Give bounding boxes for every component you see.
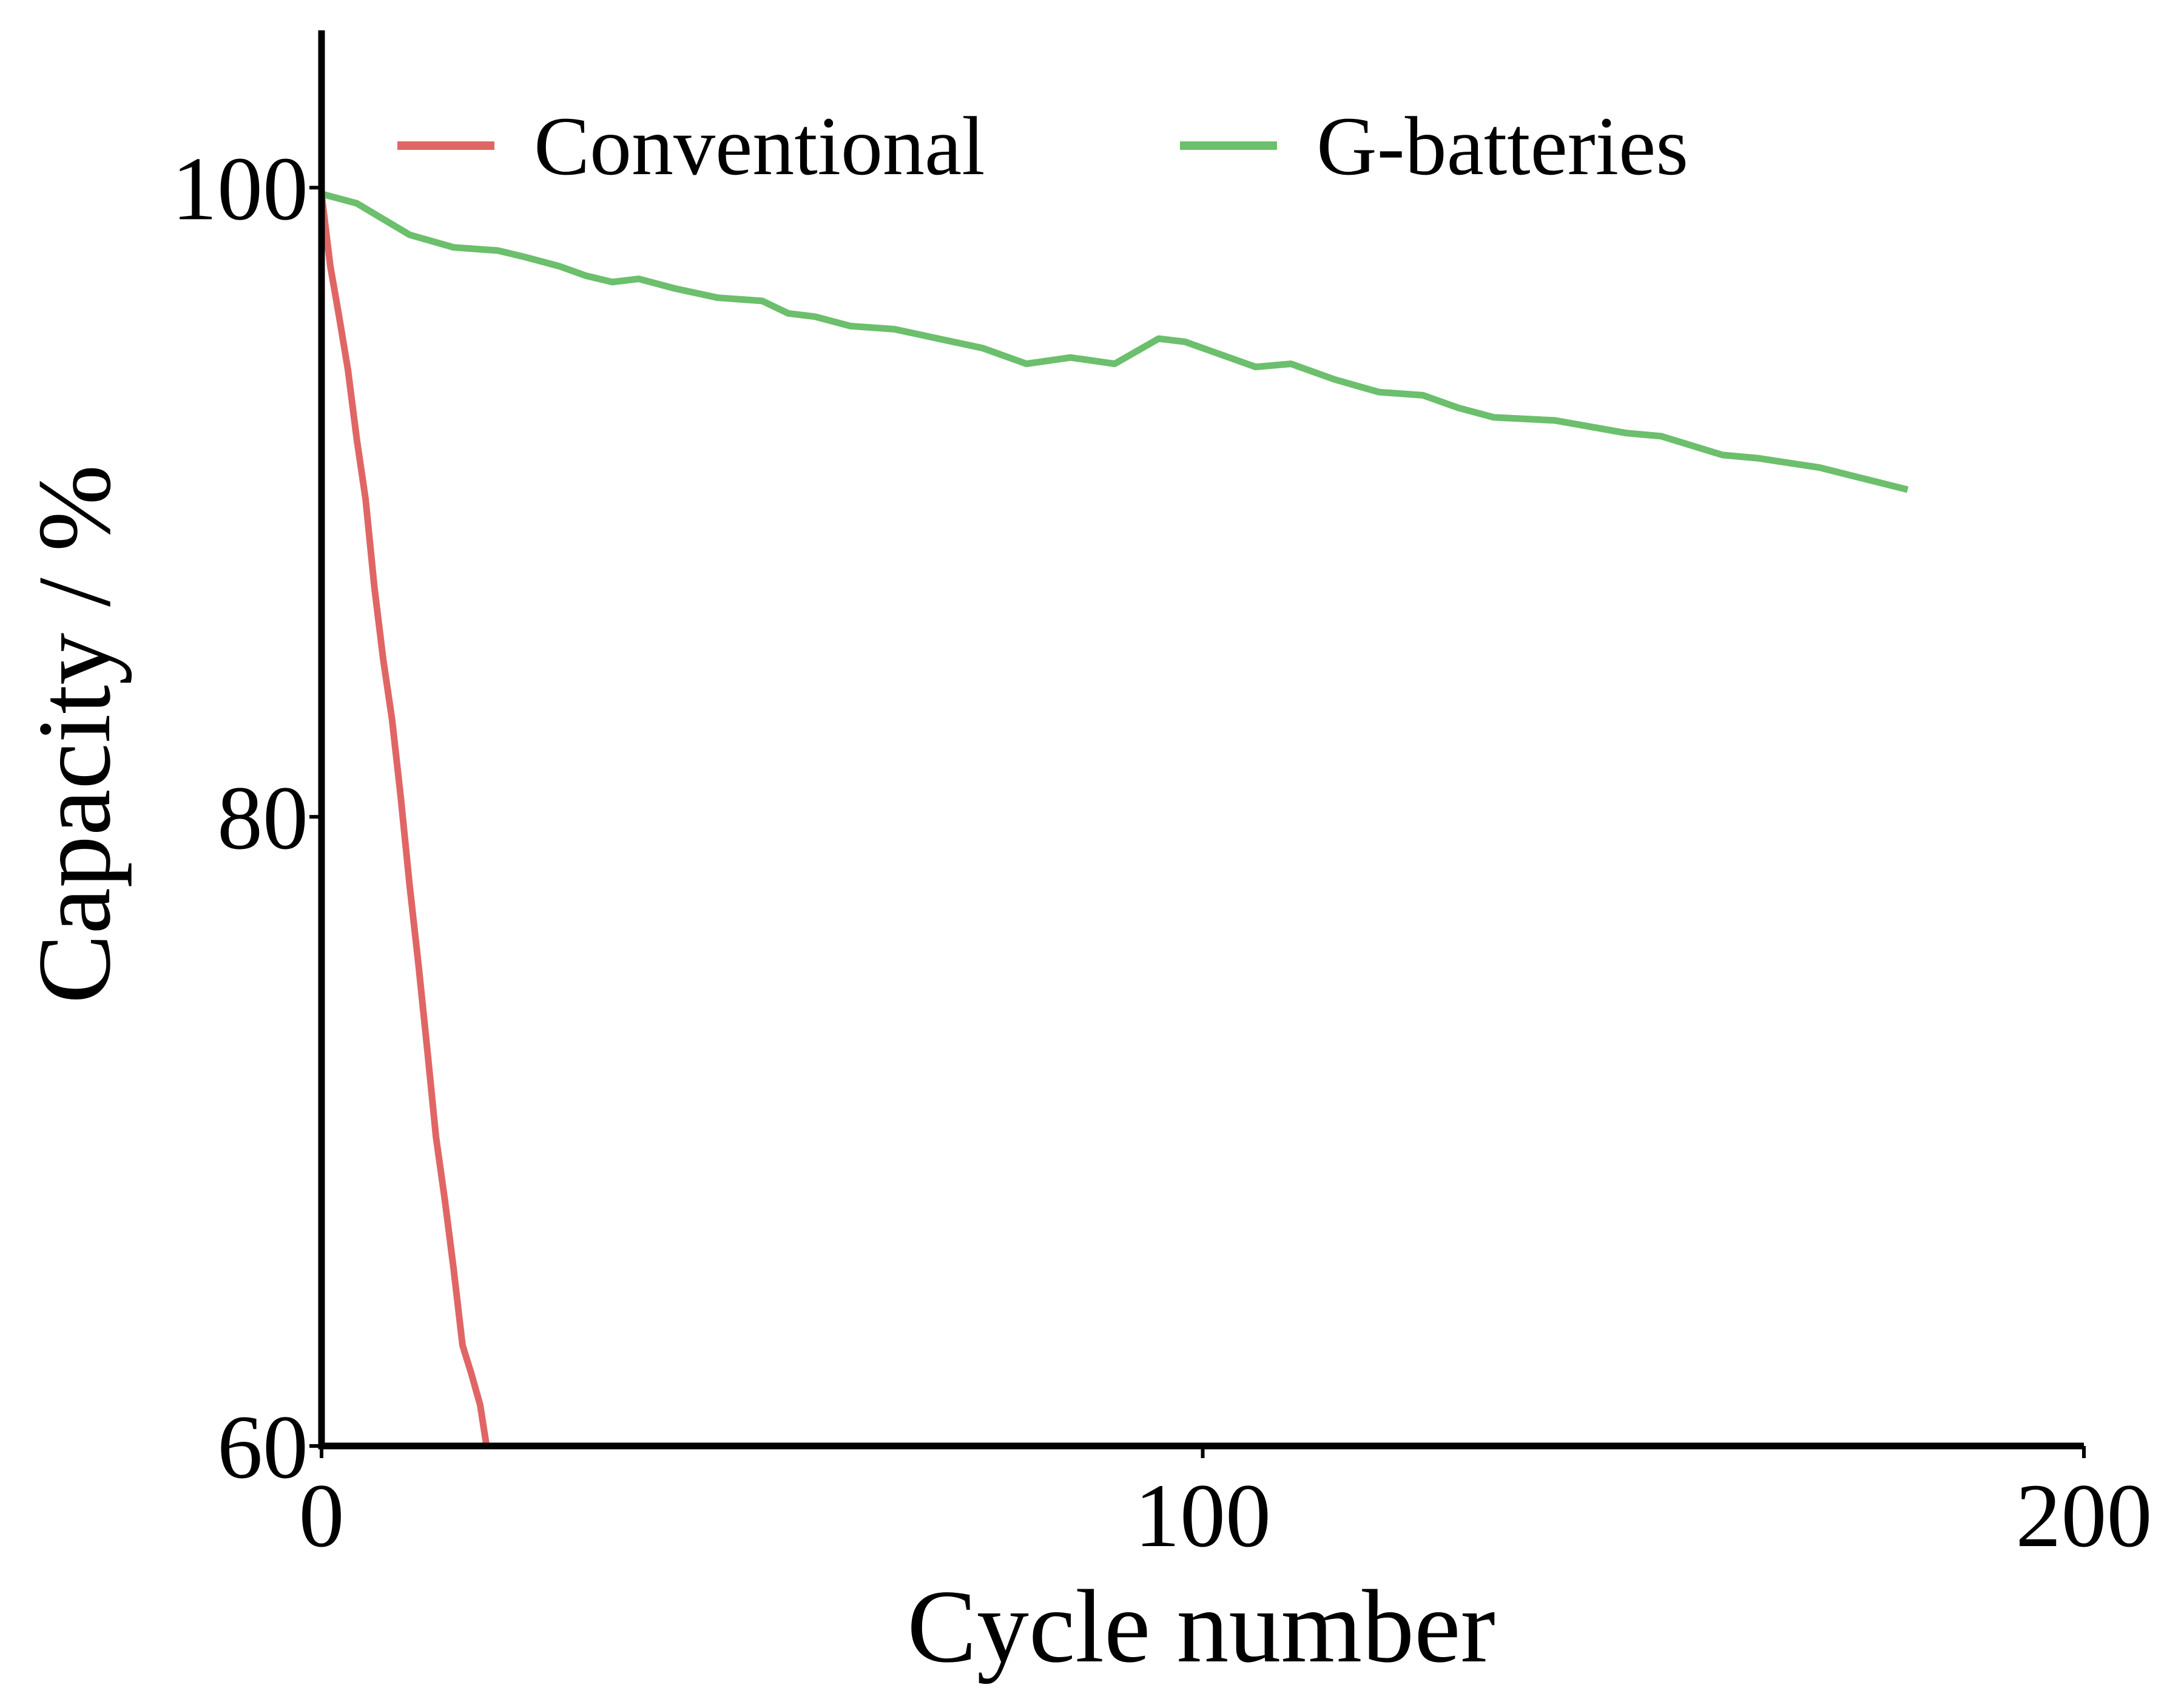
x-tick-label: 0 — [299, 1465, 345, 1566]
legend-entry: Conventional — [397, 100, 985, 192]
y-tick-label: 60 — [217, 1397, 308, 1498]
legend-label: Conventional — [534, 100, 985, 192]
y-tick-label: 80 — [217, 768, 308, 868]
legend-entry: G-batteries — [1180, 100, 1688, 192]
ticks: 0 100 200 60 80 100 — [172, 138, 2152, 1566]
x-tick-label: 200 — [2016, 1465, 2152, 1566]
legend-label: G-batteries — [1316, 100, 1688, 192]
axes — [318, 30, 2084, 1450]
legend: Conventional G-batteries — [397, 100, 1688, 192]
x-tick-label: 100 — [1134, 1465, 1271, 1566]
y-axis-title: Capacity / % — [17, 465, 132, 1004]
series-layer — [322, 191, 1909, 1446]
x-axis-title: Cycle number — [907, 1569, 1495, 1684]
series-line-g-batteries — [322, 191, 1909, 493]
y-tick-label: 100 — [172, 138, 308, 239]
series-line-conventional — [322, 193, 490, 1446]
